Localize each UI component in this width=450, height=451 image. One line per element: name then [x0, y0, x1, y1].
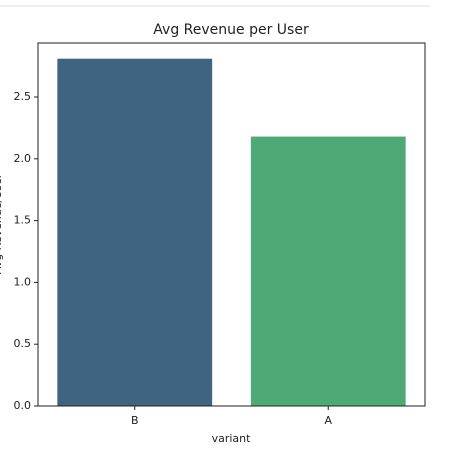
y-axis-label: Avg Revenue/User — [0, 173, 4, 274]
bar — [57, 58, 213, 407]
x-axis-label: variant — [212, 432, 252, 445]
y-tick-label: 2.5 — [14, 90, 32, 103]
y-tick-label: 2.0 — [14, 152, 32, 165]
plot-frame — [37, 42, 426, 407]
bar — [250, 136, 406, 406]
chart-title: Avg Revenue per User — [153, 22, 309, 38]
y-tick-label: 0.5 — [14, 337, 32, 350]
x-tick-label: A — [324, 414, 332, 427]
y-tick-label: 1.0 — [14, 275, 32, 288]
x-tick-label: B — [131, 414, 139, 427]
y-tick-label: 0.0 — [14, 399, 32, 412]
y-tick-label: 1.5 — [14, 214, 32, 227]
